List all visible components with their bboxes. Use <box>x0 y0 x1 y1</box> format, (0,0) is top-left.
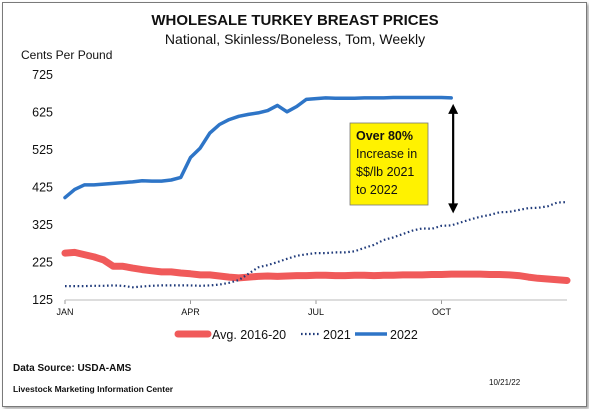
chart-svg: WHOLESALE TURKEY BREAST PRICES National,… <box>13 12 571 394</box>
annotation-arrowhead-top <box>448 103 459 114</box>
x-axis: JAN APR JUL OCT <box>56 300 452 317</box>
series-line-avg-2016-20 <box>61 248 571 284</box>
y-tick-label: 225 <box>32 256 53 270</box>
annotation-line-4: to 2022 <box>356 183 398 197</box>
y-axis: 125 225 325 425 525 625 725 <box>32 68 53 307</box>
series-line-2021 <box>65 201 568 289</box>
x-tick-label: APR <box>181 307 200 317</box>
annotation: Over 80% Increase in $$/lb 2021 to 2022 <box>349 103 459 214</box>
x-tick-label: JUL <box>308 307 324 317</box>
annotation-line-2: Increase in <box>356 147 417 161</box>
legend-label-2021: 2021 <box>323 328 351 342</box>
chart-title: WHOLESALE TURKEY BREAST PRICES <box>151 12 438 29</box>
annotation-box <box>349 122 429 206</box>
y-tick-label: 625 <box>32 106 53 120</box>
x-tick-label: JAN <box>56 307 73 317</box>
y-tick-label: 125 <box>32 293 53 307</box>
annotation-arrowhead-bottom <box>448 203 459 214</box>
legend-label-avg: Avg. 2016-20 <box>212 328 286 342</box>
y-tick-label: 525 <box>32 143 53 157</box>
organization: Livestock Marketing Information Center <box>13 384 174 394</box>
data-source: Data Source: USDA-AMS <box>13 363 132 374</box>
y-axis-label: Cents Per Pound <box>21 48 112 62</box>
legend-label-2022: 2022 <box>390 328 418 342</box>
x-tick-label: OCT <box>432 307 452 317</box>
plot-area <box>61 95 571 289</box>
annotation-line-3: $$/lb 2021 <box>356 165 414 179</box>
y-tick-label: 425 <box>32 181 53 195</box>
series-line-2022 <box>63 95 453 200</box>
legend: Avg. 2016-20 2021 2022 <box>174 328 418 342</box>
chart-subtitle: National, Skinless/Boneless, Tom, Weekly <box>165 31 425 47</box>
y-tick-label: 725 <box>32 68 53 82</box>
annotation-line-1: Over 80% <box>356 129 413 143</box>
report-date: 10/21/22 <box>489 378 521 387</box>
y-tick-label: 325 <box>32 218 53 232</box>
